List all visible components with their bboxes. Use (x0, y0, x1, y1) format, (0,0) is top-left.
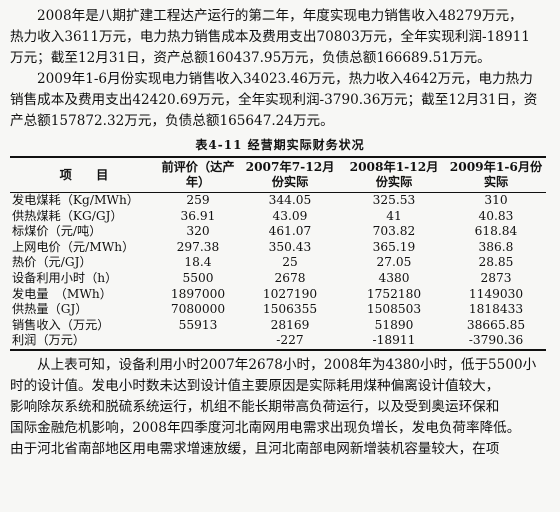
table-cell: 365.19 (372, 239, 416, 254)
table-row: 上网电价（元/MWh） 297.38 350.43 365.19 386.8 (10, 240, 546, 256)
table-cell: 1506355 (262, 302, 318, 317)
table-cell: 4380 (378, 270, 410, 285)
table-cell: 320 (186, 224, 210, 239)
table-cell: 618.84 (474, 224, 518, 239)
table-cell: 36.91 (180, 208, 216, 223)
table-row: 标煤价（元/吨） 320 461.07 703.82 618.84 (10, 224, 546, 240)
table-cell: 40.83 (478, 208, 514, 223)
table-cell: 1508503 (366, 302, 422, 317)
table-cell: 1818433 (468, 302, 524, 317)
column-header-2008: 2008年1-12月份实际 (349, 160, 439, 189)
table-cell: 43.09 (272, 208, 308, 223)
paragraph-analysis: 从上表可知，设备利用小时2007年2678小时，2008年为4380小时，低于5… (10, 355, 550, 460)
table-cell: 7080000 (170, 302, 226, 317)
table-cell: 344.05 (268, 193, 312, 207)
table-cell: -3790.36 (446, 333, 546, 351)
row-label: 销售收入（万元） (12, 317, 110, 332)
table-cell: 386.8 (478, 239, 514, 254)
table-cell: 461.07 (268, 224, 312, 239)
table-row: 利润（万元） -227 -18911 -3790.36 (10, 333, 546, 351)
row-label: 上网电价（元/MWh） (12, 239, 135, 254)
row-label: 设备利用小时（h） (12, 270, 118, 285)
table-row: 设备利用小时（h） 5500 2678 4380 2873 (10, 271, 546, 287)
table-cell: 28169 (270, 317, 310, 332)
table-cell: 55913 (178, 317, 218, 332)
table-cell: 27.05 (376, 255, 412, 270)
row-label: 标煤价（元/吨） (12, 224, 102, 239)
table-cell: 1027190 (262, 286, 318, 301)
text-line: 2009年1-6月份实现电力销售收入34023.46万元，热力收入4642万元，… (37, 71, 533, 87)
table-row: 发电煤耗（Kg/MWh） 259 344.05 325.53 310 (10, 193, 546, 209)
table-cell: 297.38 (176, 239, 220, 254)
text-line: 国际金融危机影响，2008年四季度河北南网用电需求出现负增长，发电负荷率降低。 (10, 419, 521, 436)
table-caption: 表4-11 经营期实际财务状况 (195, 138, 365, 152)
table-cell: 259 (186, 193, 210, 207)
text-line: 由于河北省南部地区用电需求增速放缓，且河北南部电网新增装机容量较大，在项 (10, 440, 500, 457)
text-line: 产总额157872.32万元，负债总额165647.24万元。 (10, 113, 334, 129)
table-cell: 1897000 (170, 286, 226, 301)
table-cell: 5500 (182, 270, 214, 285)
row-label: 发电量 （MWh） (12, 286, 112, 301)
table-cell: 325.53 (372, 193, 416, 207)
table-row: 销售收入（万元） 55913 28169 51890 38665.85 (10, 318, 546, 334)
table-cell: 1752180 (366, 286, 422, 301)
table-cell: 18.4 (184, 255, 212, 270)
table-cell: 350.43 (268, 239, 312, 254)
table-header: 项 目 前评价（达产年） 2007年7-12月份实际 2008年1-12月份实际… (10, 157, 546, 193)
table-body: 发电煤耗（Kg/MWh） 259 344.05 325.53 310 供热煤耗（… (10, 193, 546, 351)
table-cell: 51890 (374, 317, 414, 332)
table-row: 发电量 （MWh） 1897000 1027190 1752180 114903… (10, 287, 546, 303)
table-cell: 41 (386, 208, 402, 223)
text-line: 万元；截至12月31日，资产总额160437.95万元，负债总额166689.5… (10, 50, 491, 66)
table-cell: 1149030 (468, 286, 524, 301)
text-line: 热力收入3611万元，电力热力销售成本及费用支出70803万元，全年实现利润-1… (10, 29, 530, 45)
table-cell: 38665.85 (466, 317, 526, 332)
text-line: 影响除灰系统和脱硫系统运行，机组不能长期带高负荷运行，以及受到奥运环保和 (10, 398, 500, 415)
table-cell (158, 333, 238, 351)
table-cell: 310 (484, 193, 508, 207)
paragraph-2008-summary: 2008年是八期扩建工程达产运行的第二年，年度实现电力销售收入48279万元， … (10, 6, 550, 69)
column-header-item: 项 目 (59, 167, 109, 182)
table-row: 供热量（GJ） 7080000 1506355 1508503 1818433 (10, 302, 546, 318)
table-cell: -18911 (342, 333, 446, 351)
row-label: 发电煤耗（Kg/MWh） (12, 193, 139, 207)
text-line: 2008年是八期扩建工程达产运行的第二年，年度实现电力销售收入48279万元， (37, 8, 523, 24)
table-cell: 25 (282, 255, 298, 270)
table-cell: -227 (238, 333, 342, 351)
text-line: 销售成本及费用支出42420.69万元，全年实现利润-3790.36万元；截至1… (10, 92, 538, 108)
column-header-pre-evaluation: 前评价（达产年） (161, 160, 235, 189)
table-cell: 703.82 (372, 224, 416, 239)
row-label: 供热煤耗（KG/GJ） (12, 208, 123, 223)
table-cell: 2678 (274, 270, 306, 285)
text-line: 时的设计值。发电小时数未达到设计值主要原因是实际耗用煤种偏离设计值较大， (10, 377, 500, 394)
financial-status-table: 项 目 前评价（达产年） 2007年7-12月份实际 2008年1-12月份实际… (10, 156, 546, 351)
table-row: 热价（元/GJ） 18.4 25 27.05 28.85 (10, 255, 546, 271)
table-cell: 2873 (480, 270, 512, 285)
column-header-2007: 2007年7-12月份实际 (245, 160, 335, 189)
row-label: 供热量（GJ） (12, 302, 88, 317)
column-header-2009: 2009年1-6月份实际 (449, 160, 543, 189)
paragraph-2009-summary: 2009年1-6月份实现电力销售收入34023.46万元，热力收入4642万元，… (10, 69, 550, 132)
table-row: 供热煤耗（KG/GJ） 36.91 43.09 41 40.83 (10, 209, 546, 225)
text-line: 从上表可知，设备利用小时2007年2678小时，2008年为4380小时，低于5… (37, 356, 537, 373)
row-label: 利润（万元） (10, 333, 158, 351)
row-label: 热价（元/GJ） (12, 255, 92, 270)
table-cell: 28.85 (478, 255, 514, 270)
